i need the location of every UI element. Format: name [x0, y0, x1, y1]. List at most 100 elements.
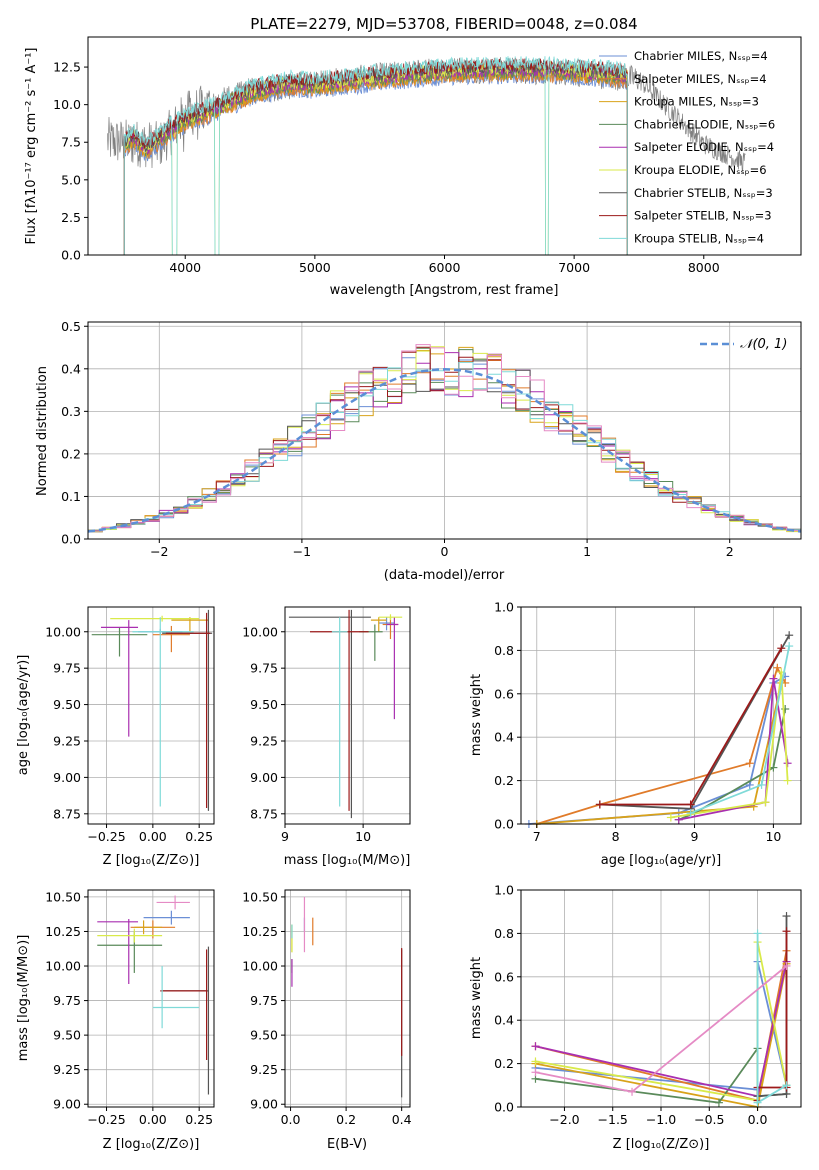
gaussian-legend-label: 𝒩(0, 1)	[740, 337, 787, 352]
x-tick-label: −0.25	[87, 1112, 125, 1127]
errorbar-point	[132, 617, 194, 807]
age-vs-Z-x-ticks: −0.25 0.00 0.25	[87, 824, 213, 844]
y-tick-label: 10.00	[45, 959, 81, 974]
age-vs-mass-panel: 9 10 8.75 9.00 9.25 9.50 9.75 10.00 mass [log₁…	[242, 606, 411, 868]
mass-weight-marker	[714, 1098, 723, 1107]
errorbar-point	[171, 617, 209, 632]
mass-weight-marker	[782, 961, 791, 970]
model-spectrum-line	[123, 57, 628, 255]
x-tick-label: 0.0	[748, 1112, 768, 1127]
y-tick-label: 0.5	[61, 319, 81, 334]
weight-vs-age-panel: 7 8 9 10 0.0 0.2 0.4 0.6 0.8 1.0 age [log₁₀(age/…	[469, 600, 802, 868]
legend-entry: Chabrier ELODIE, Nₛₛₚ=6	[634, 117, 775, 131]
errorbar-point	[134, 920, 163, 935]
y-tick-label: 9.50	[53, 697, 81, 712]
mass-weight-line	[528, 675, 786, 825]
weight-vs-age-x-ticks: 7 8 9 10	[533, 824, 781, 844]
errorbar-point	[160, 949, 208, 1061]
mass-weight-line	[536, 665, 786, 825]
y-tick-label: 7.5	[61, 135, 81, 150]
x-tick-label: 10	[355, 829, 371, 844]
spectrum-plot-area	[107, 56, 746, 255]
mass-weight-line	[678, 708, 787, 821]
x-tick-label: 0.4	[392, 1112, 412, 1127]
errorbar-point	[143, 910, 190, 925]
errorbar-point	[100, 620, 139, 737]
y-tick-label: 10.00	[242, 624, 278, 639]
mass-weight-line	[536, 682, 783, 825]
y-tick-label: 8.75	[250, 806, 278, 821]
model-spectrum-line	[123, 60, 628, 255]
x-tick-label: −0.5	[694, 1112, 724, 1127]
weight-vs-age-y-label: mass weight	[469, 674, 484, 756]
y-tick-label: 0.2	[61, 446, 81, 461]
y-tick-label: 9.75	[250, 661, 278, 676]
x-tick-label: −0.25	[87, 829, 125, 844]
gaussian-curve	[87, 368, 802, 533]
legend-entry: Kroupa MILES, Nₛₛₚ=3	[634, 95, 759, 109]
y-tick-label: 9.25	[250, 1062, 278, 1077]
x-tick-label: 0.25	[185, 1112, 213, 1127]
errorbar-point	[370, 617, 387, 632]
spectrum-x-ticks: 4000 5000 6000 7000 8000	[169, 255, 720, 275]
x-tick-label: 0.2	[336, 1112, 356, 1127]
legend-entry: Salpeter MILES, Nₛₛₚ=4	[634, 72, 767, 86]
weight-vs-age-plot-area	[521, 606, 801, 828]
legend-entry: Kroupa ELODIE, Nₛₛₚ=6	[634, 163, 767, 177]
age-vs-mass-x-label: mass [log₁₀(M/M⊙)]	[284, 853, 411, 868]
mass-weight-marker	[773, 663, 782, 672]
age-vs-mass-axes-frame	[284, 606, 411, 825]
errorbar-point	[288, 609, 371, 819]
weight-vs-Z-panel: −2.0 −1.5 −1.0 −0.5 0.0 0.0 0.2 0.4 0.6 0.8 1.0 Z…	[469, 883, 802, 1152]
mass-weight-marker	[782, 912, 791, 921]
mass-vs-Z-y-label: mass [log₁₀(M/M⊙)]	[16, 935, 31, 1062]
errorbar-point	[156, 895, 190, 910]
y-tick-label: 9.25	[53, 1062, 81, 1077]
y-tick-label: 0.8	[494, 926, 514, 941]
mass-vs-Z-axes-frame	[87, 889, 215, 1108]
residual-y-label: Normed distribution	[35, 366, 50, 496]
y-tick-label: 9.50	[250, 1028, 278, 1043]
spectrum-title: PLATE=2279, MJD=53708, FIBERID=0048, z=0…	[250, 15, 637, 33]
errorbar-point	[110, 615, 200, 622]
y-tick-label: 0.6	[494, 686, 514, 701]
y-tick-label: 0.2	[494, 773, 514, 788]
age-vs-Z-y-ticks: 8.75 9.00 9.25 9.50 9.75 10.00	[45, 624, 88, 821]
x-tick-label: 0.0	[281, 1112, 301, 1127]
y-tick-label: 9.75	[250, 993, 278, 1008]
residual-panel: −2 −1 0 1 2 0.0 0.1 0.2 0.3 0.4 0.5 (data-model)/…	[35, 319, 802, 583]
x-tick-label: 0.00	[139, 829, 167, 844]
errorbar-point	[152, 966, 200, 1029]
x-tick-label: −1	[293, 544, 311, 559]
y-tick-label: 9.50	[53, 1028, 81, 1043]
x-tick-label: 10	[765, 829, 781, 844]
x-tick-label: 0.00	[139, 1112, 167, 1127]
errorbar-point	[165, 612, 211, 808]
y-tick-label: 5.0	[61, 172, 81, 187]
age-vs-Z-x-label: Z [log₁₀(Z/Z⊙)]	[103, 853, 200, 868]
mass-weight-marker	[777, 644, 786, 653]
y-tick-label: 10.00	[242, 959, 278, 974]
y-tick-label: 2.5	[61, 210, 81, 225]
x-tick-label: 0.25	[185, 829, 213, 844]
y-tick-label: 10.0	[53, 97, 81, 112]
y-tick-label: 8.75	[53, 806, 81, 821]
y-tick-label: 9.25	[53, 733, 81, 748]
mass-vs-Z-x-label: Z [log₁₀(Z/Z⊙)]	[103, 1137, 200, 1152]
mass-weight-marker	[666, 813, 675, 822]
legend-entry: Salpeter ELODIE, Nₛₛₚ=4	[634, 140, 774, 154]
mass-weight-line	[678, 678, 789, 821]
y-tick-label: 10.50	[45, 889, 81, 904]
y-tick-label: 9.75	[53, 661, 81, 676]
weight-vs-age-axes-frame	[520, 606, 802, 825]
errorbar-point	[378, 617, 395, 631]
y-tick-label: 9.75	[53, 993, 81, 1008]
errorbar-point	[386, 617, 399, 720]
errorbar-point	[378, 614, 403, 621]
y-tick-label: 0.2	[494, 1056, 514, 1071]
errorbar-point	[162, 946, 210, 1095]
age-vs-Z-plot-area	[88, 607, 214, 824]
weight-vs-Z-y-ticks: 0.0 0.2 0.4 0.6 0.8 1.0	[494, 883, 521, 1115]
age-vs-mass-y-ticks: 8.75 9.00 9.25 9.50 9.75 10.00	[242, 624, 285, 821]
